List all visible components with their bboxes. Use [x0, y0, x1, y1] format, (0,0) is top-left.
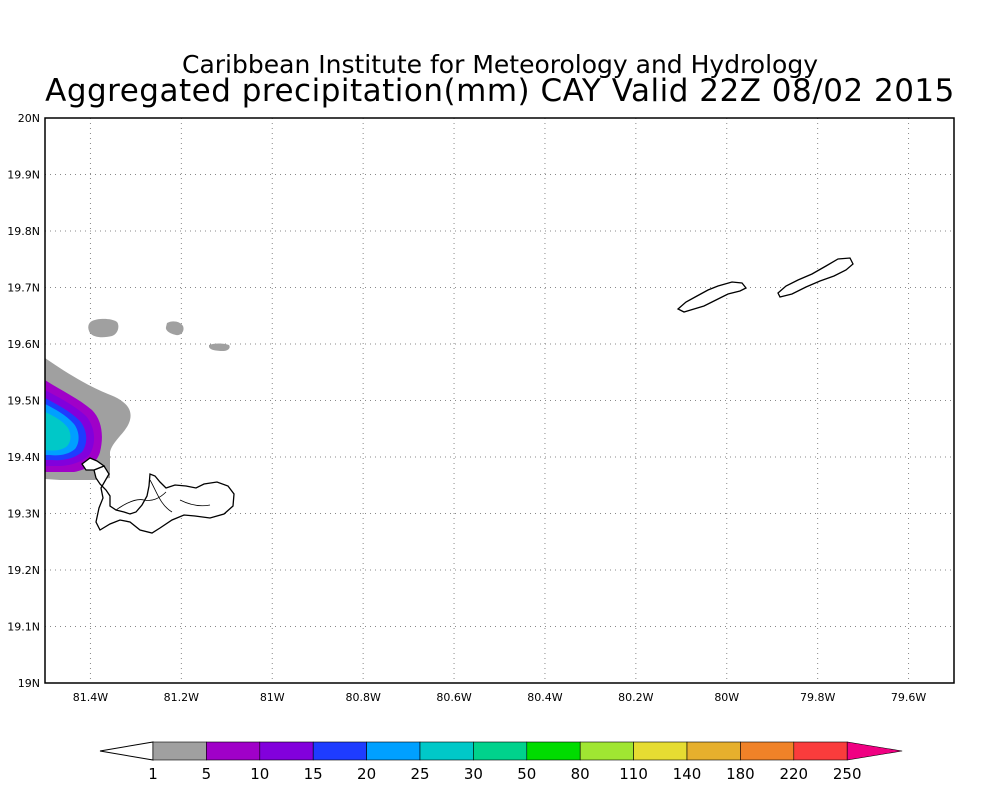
colorbar-label: 110 [619, 765, 648, 783]
lon-tick-label: 81.2W [164, 691, 199, 704]
colorbar-label: 80 [571, 765, 590, 783]
colorbar-swatch [419, 741, 474, 761]
colorbar-swatch [259, 741, 314, 761]
colorbar-swatch [686, 741, 741, 761]
precipitation-layer [45, 318, 230, 480]
grand-cayman-north-spit [81, 457, 106, 471]
colorbar-label: 220 [779, 765, 808, 783]
colorbar-high-end [846, 741, 903, 761]
lon-tick-label: 79.8W [800, 691, 835, 704]
colorbar-swatch [579, 741, 634, 761]
colorbar-label: 15 [304, 765, 323, 783]
colorbar-label: 30 [464, 765, 483, 783]
colorbar-swatch [526, 741, 581, 761]
precip-patch-1 [88, 318, 119, 338]
little-cayman-island [676, 281, 748, 313]
colorbar-swatch [793, 741, 848, 761]
colorbar-label: 140 [673, 765, 702, 783]
colorbar-label: 25 [410, 765, 429, 783]
cayman-brac-island [777, 257, 854, 298]
longitude-axis-labels: 81.4W 81.2W 81W 80.8W 80.6W 80.4W 80.2W 80W 79.8… [73, 691, 927, 704]
lat-tick-label: 19.1N [7, 621, 40, 634]
colorbar: 1 5 10 15 20 25 30 50 80 110 140 180 220 250 [99, 741, 903, 783]
lat-tick-label: 20N [18, 112, 40, 125]
lat-tick-label: 19.4N [7, 451, 40, 464]
lon-tick-label: 81W [260, 691, 285, 704]
lat-tick-label: 19.9N [7, 169, 40, 182]
colorbar-swatch [473, 741, 528, 761]
lat-tick-label: 19N [18, 677, 40, 690]
lon-tick-label: 80W [714, 691, 739, 704]
colorbar-swatch [740, 741, 795, 761]
latitude-axis-labels: 20N 19.9N 19.8N 19.7N 19.6N 19.5N 19.4N 19.3N 19… [7, 112, 40, 690]
map-gridlines [45, 118, 954, 683]
lon-tick-label: 80.8W [345, 691, 380, 704]
colorbar-swatch [633, 741, 688, 761]
lat-tick-label: 19.5N [7, 395, 40, 408]
lat-tick-label: 19.7N [7, 282, 40, 295]
lon-tick-label: 79.6W [891, 691, 926, 704]
colorbar-label: 50 [517, 765, 536, 783]
lon-tick-label: 81.4W [73, 691, 108, 704]
precip-patch-3 [209, 343, 230, 351]
grand-cayman-island [93, 465, 235, 534]
grand-cayman-north-sound [115, 479, 211, 513]
colorbar-swatch [312, 741, 367, 761]
precip-patch-2 [165, 321, 184, 336]
colorbar-label: 250 [833, 765, 862, 783]
colorbar-label: 10 [250, 765, 269, 783]
colorbar-label: 5 [202, 765, 212, 783]
colorbar-swatch [152, 741, 207, 761]
lat-tick-label: 19.6N [7, 338, 40, 351]
lon-tick-label: 80.2W [618, 691, 653, 704]
colorbar-swatch [206, 741, 261, 761]
coastlines [81, 257, 854, 534]
lon-tick-label: 80.6W [436, 691, 471, 704]
chart-title: Caribbean Institute for Meteorology and … [182, 50, 818, 79]
lat-tick-label: 19.3N [7, 508, 40, 521]
colorbar-label: 180 [726, 765, 755, 783]
colorbar-swatch [366, 741, 421, 761]
lon-tick-label: 80.4W [527, 691, 562, 704]
chart-subtitle: Aggregated precipitation(mm) CAY Valid 2… [45, 73, 955, 109]
colorbar-label: 20 [357, 765, 376, 783]
lat-tick-label: 19.8N [7, 225, 40, 238]
plot-frame [44, 117, 955, 684]
precip-contour-25mm [45, 412, 71, 451]
lat-tick-label: 19.2N [7, 564, 40, 577]
colorbar-label: 1 [148, 765, 158, 783]
colorbar-low-end [99, 741, 154, 761]
